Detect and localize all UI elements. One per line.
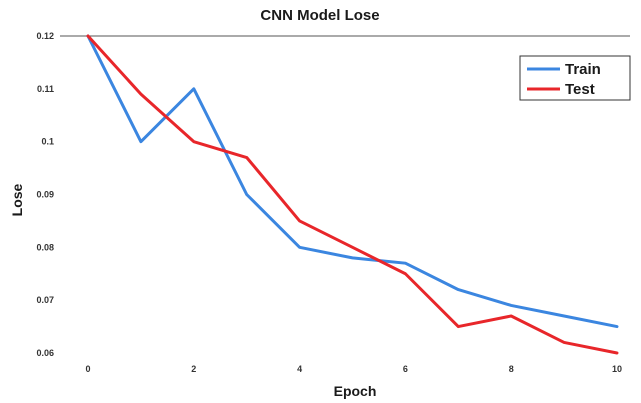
y-tick-label: 0.09 [36, 190, 54, 200]
x-tick-label: 2 [191, 364, 196, 374]
legend-box [519, 55, 631, 101]
x-tick-label: 10 [612, 364, 622, 374]
y-tick-label: 0.07 [36, 295, 54, 305]
x-tick-label: 0 [85, 364, 90, 374]
series-layer [86, 34, 619, 355]
x-axis-label: Epoch [334, 383, 377, 399]
y-axis-ticks: 0.12 0.11 0.1 0.09 0.08 0.07 0.06 [36, 31, 54, 358]
y-tick-label: 0.1 [41, 137, 54, 147]
y-tick-label: 0.06 [36, 348, 54, 358]
legend-label-test: Test [565, 81, 595, 98]
chart-title: CNN Model Lose [260, 7, 379, 24]
series-line-train [86, 34, 619, 329]
y-tick-label: 0.11 [37, 84, 54, 94]
legend-label-train: Train [565, 61, 601, 78]
y-tick-label: 0.12 [36, 31, 54, 41]
x-tick-label: 8 [509, 364, 514, 374]
y-tick-label: 0.08 [36, 242, 54, 252]
x-axis-ticks: 0 2 4 6 8 10 [85, 364, 622, 374]
legend: Train Test [519, 55, 631, 101]
x-tick-label: 4 [297, 364, 302, 374]
x-tick-label: 6 [403, 364, 408, 374]
series-line-test [86, 34, 619, 355]
y-axis-label: Lose [9, 183, 25, 216]
